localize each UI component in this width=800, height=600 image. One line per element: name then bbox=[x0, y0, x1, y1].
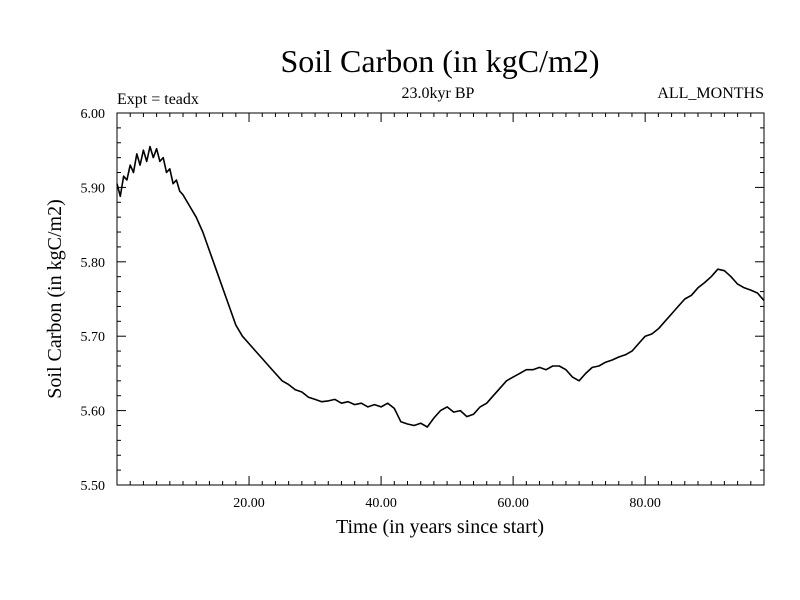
months-label: ALL_MONTHS bbox=[657, 85, 764, 102]
plot-frame bbox=[116, 112, 765, 486]
x-axis-label: Time (in years since start) bbox=[336, 516, 544, 538]
y-tick-label: 5.50 bbox=[81, 479, 106, 494]
chart-title: Soil Carbon (in kgC/m2) bbox=[280, 43, 599, 79]
x-tick-label: 20.00 bbox=[233, 496, 265, 511]
period-label: 23.0kyr BP bbox=[402, 85, 475, 102]
x-tick-label: 80.00 bbox=[629, 496, 661, 511]
soil-carbon-line bbox=[116, 145, 765, 428]
y-tick-label: 5.60 bbox=[81, 405, 106, 420]
experiment-label: Expt = teadx bbox=[117, 91, 199, 108]
axis-tick-labels: 20.00 40.00 60.00 80.00 5.50 5.60 5.70 5.80 5.90… bbox=[81, 107, 661, 511]
y-tick-label: 6.00 bbox=[81, 107, 106, 122]
axis-ticks bbox=[117, 112, 764, 486]
y-axis-label: Soil Carbon (in kgC/m2) bbox=[44, 199, 66, 398]
y-tick-label: 5.80 bbox=[81, 256, 106, 271]
y-tick-label: 5.90 bbox=[81, 181, 106, 196]
x-tick-label: 40.00 bbox=[365, 496, 397, 511]
y-tick-label: 5.70 bbox=[81, 330, 106, 345]
x-tick-label: 60.00 bbox=[497, 496, 529, 511]
